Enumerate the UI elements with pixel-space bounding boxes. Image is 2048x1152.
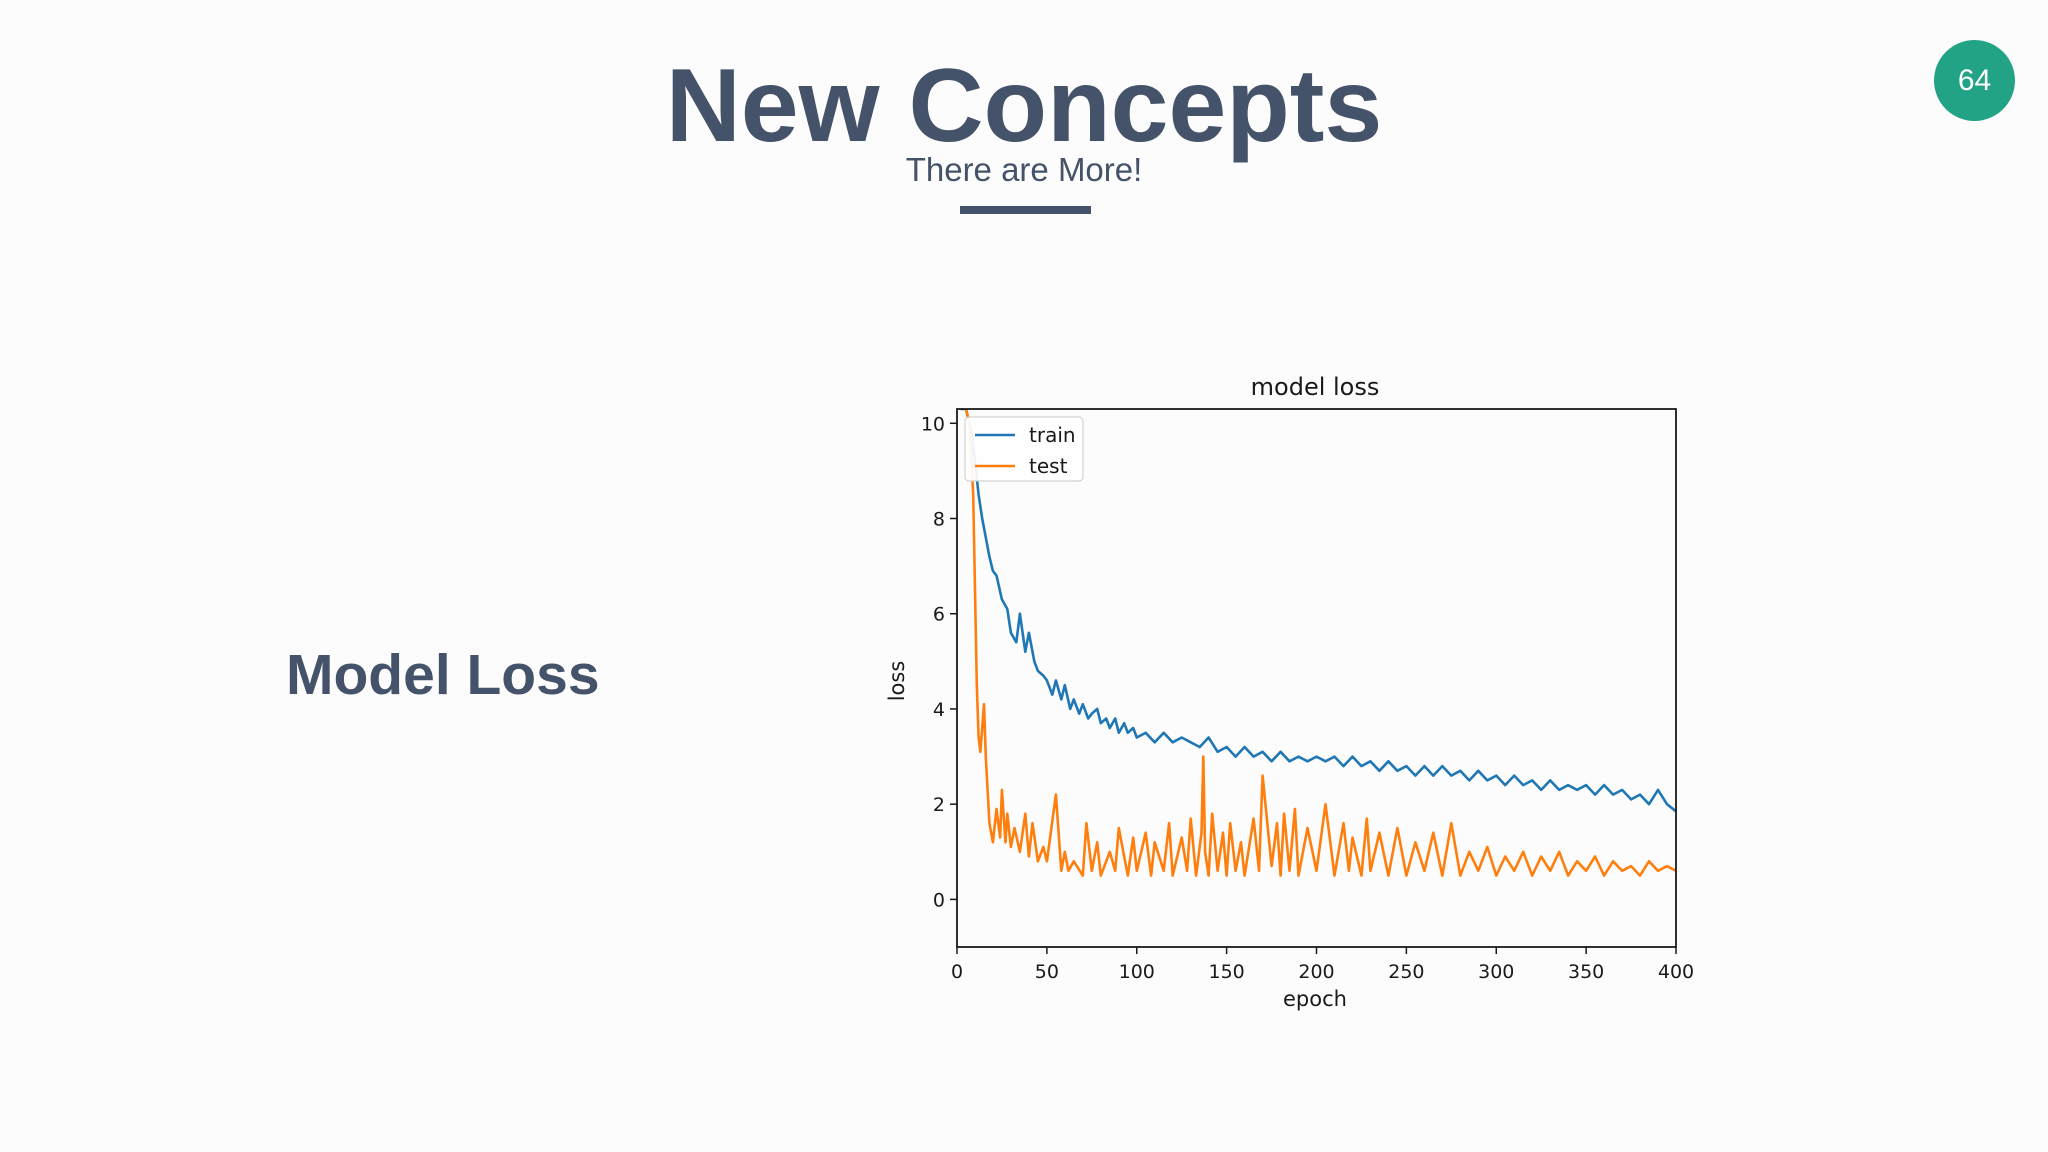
title-underline: [960, 206, 1091, 214]
x-tick-label: 200: [1298, 961, 1334, 983]
y-axis-label: loss: [885, 661, 909, 702]
y-tick-label: 2: [933, 794, 945, 816]
y-tick-label: 10: [921, 413, 945, 435]
legend-label-test: test: [1029, 454, 1068, 478]
x-tick-label: 0: [951, 961, 963, 983]
x-tick-label: 150: [1208, 961, 1244, 983]
y-tick-label: 6: [933, 604, 945, 626]
chart-title: model loss: [1251, 373, 1380, 401]
page-number: 64: [1957, 63, 1992, 97]
series-line-train: [960, 409, 1676, 813]
page-number-badge: 64: [1934, 40, 2015, 121]
x-tick-label: 250: [1388, 961, 1424, 983]
chart-legend: train test: [964, 416, 1084, 482]
slide-title: New Concepts: [665, 48, 1383, 164]
x-tick-label: 400: [1658, 961, 1694, 983]
legend-label-train: train: [1029, 423, 1076, 447]
y-tick-label: 8: [933, 509, 945, 531]
x-tick-label: 350: [1568, 961, 1604, 983]
x-tick-label: 100: [1119, 961, 1155, 983]
x-axis-label: epoch: [1283, 987, 1347, 1011]
y-tick-label: 0: [933, 889, 945, 911]
series-line-test: [964, 409, 1676, 877]
x-tick-label: 50: [1035, 961, 1059, 983]
x-tick-label: 300: [1478, 961, 1514, 983]
y-tick-label: 4: [933, 699, 945, 721]
section-label: Model Loss: [286, 643, 600, 707]
model-loss-chart: model loss epoch loss 0 50 100 150 200 250 300…: [885, 373, 1694, 1011]
plot-area: 0 50 100 150 200 250 300 350 400 0 2 4 6 8 10 train test: [921, 408, 1694, 983]
slide-subtitle: There are More!: [905, 151, 1143, 188]
